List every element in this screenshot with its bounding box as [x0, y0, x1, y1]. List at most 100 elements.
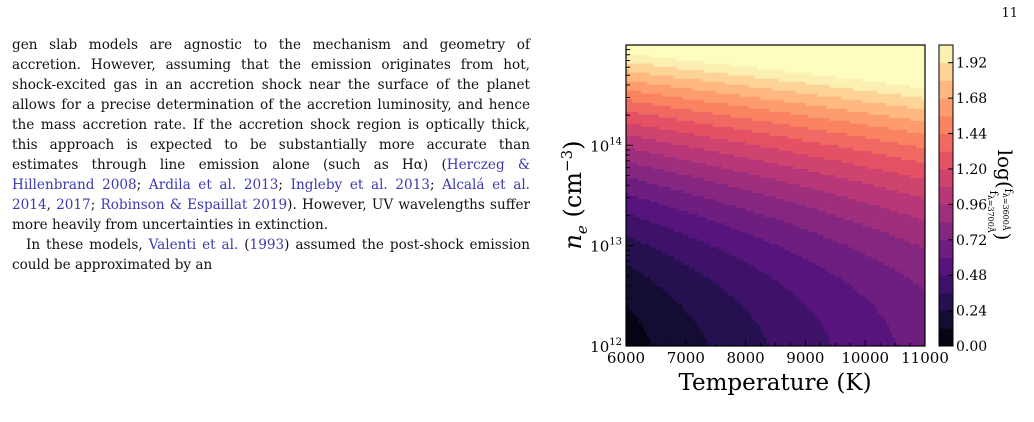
contour-cell — [682, 324, 687, 329]
contour-cell — [733, 318, 738, 323]
contour-cell — [649, 171, 654, 176]
contour-cell — [769, 153, 774, 157]
contour-cell — [643, 123, 648, 127]
contour-cell — [652, 81, 657, 85]
contour-cell — [721, 93, 726, 97]
contour-cell — [736, 96, 741, 100]
contour-cell — [724, 255, 729, 260]
contour-cell — [724, 93, 729, 97]
contour-cell — [769, 60, 774, 64]
contour-cell — [733, 216, 738, 221]
contour-cell — [697, 303, 702, 308]
contour-cell — [697, 126, 702, 130]
contour-cell — [718, 228, 723, 233]
contour-cell — [727, 54, 732, 58]
contour-cell — [640, 246, 645, 251]
contour-cell — [769, 54, 774, 58]
contour-cell — [646, 279, 651, 284]
contour-cell — [646, 60, 651, 64]
contour-cell — [661, 315, 666, 320]
contour-cell — [727, 57, 732, 61]
contour-cell — [634, 297, 639, 302]
citation-link[interactable]: Ingleby et al. 2013 — [290, 177, 430, 193]
contour-cell — [739, 234, 744, 239]
contour-cell — [646, 186, 651, 191]
contour-cell — [697, 174, 702, 179]
contour-cell — [655, 234, 660, 239]
contour-cell — [763, 288, 768, 293]
contour-cell — [670, 246, 675, 251]
contour-cell — [757, 75, 762, 79]
contour-cell — [733, 93, 738, 97]
citation-link[interactable]: 2017 — [56, 197, 91, 213]
contour-cell — [766, 189, 771, 194]
contour-cell — [703, 261, 708, 266]
contour-cell — [673, 171, 678, 176]
contour-cell — [658, 120, 663, 124]
contour-cell — [709, 261, 714, 266]
citation-link[interactable]: Valenti et al. — [148, 237, 239, 253]
contour-cell — [715, 45, 720, 49]
contour-cell — [760, 285, 765, 290]
contour-cell — [652, 234, 657, 239]
contour-cell — [676, 228, 681, 233]
contour-cell — [745, 117, 750, 121]
contour-cell — [709, 255, 714, 260]
contour-cell — [763, 144, 768, 148]
contour-cell — [739, 270, 744, 275]
contour-cell — [730, 63, 735, 67]
contour-cell — [709, 75, 714, 79]
contour-cell — [769, 204, 774, 209]
citation-link[interactable]: Alcalá et al. 2014 — [12, 177, 531, 213]
contour-cell — [760, 279, 765, 284]
contour-cell — [715, 123, 720, 127]
contour-cell — [691, 276, 696, 281]
contour-cell — [670, 201, 675, 206]
contour-cell — [649, 90, 654, 94]
contour-cell — [697, 144, 702, 148]
contour-cell — [655, 309, 660, 314]
citation-link[interactable]: Herczeg & Hillenbrand 2008 — [12, 157, 530, 193]
contour-cell — [748, 315, 753, 320]
contour-cell — [751, 159, 756, 163]
contour-cell — [655, 171, 660, 176]
contour-cell — [673, 78, 678, 82]
contour-cell — [745, 135, 750, 139]
contour-cell — [655, 165, 660, 170]
contour-cell — [718, 57, 723, 61]
contour-cell — [727, 147, 732, 151]
contour-cell — [697, 339, 702, 344]
contour-cell — [685, 300, 690, 305]
contour-cell — [643, 339, 648, 344]
contour-cell — [658, 168, 663, 173]
contour-cell — [751, 216, 756, 221]
citation-link[interactable]: Ardila et al. 2013 — [148, 177, 279, 193]
contour-cell — [676, 246, 681, 251]
contour-cell — [751, 84, 756, 88]
contour-cell — [748, 147, 753, 151]
contour-cell — [757, 261, 762, 266]
contour-cell — [646, 213, 651, 218]
contour-cell — [634, 279, 639, 284]
contour-cell — [634, 156, 639, 160]
contour-cell — [769, 114, 774, 118]
contour-cell — [739, 300, 744, 305]
contour-cell — [664, 213, 669, 218]
contour-cell — [649, 333, 654, 338]
contour-cell — [670, 96, 675, 100]
contour-cell — [688, 192, 693, 197]
contour-cell — [679, 339, 684, 344]
contour-cell — [760, 327, 765, 332]
contour-cell — [712, 111, 717, 115]
contour-cell — [664, 108, 669, 112]
contour-cell — [697, 321, 702, 326]
contour-cell — [673, 216, 678, 221]
citation-link[interactable]: 1993 — [249, 237, 285, 253]
contour-cell — [626, 276, 630, 281]
contour-cell — [676, 147, 681, 151]
contour-cell — [631, 300, 636, 305]
contour-cell — [727, 165, 732, 170]
citation-link[interactable]: Robinson & Espaillat 2019 — [100, 197, 288, 213]
contour-cell — [676, 297, 681, 302]
contour-cell — [626, 174, 630, 179]
